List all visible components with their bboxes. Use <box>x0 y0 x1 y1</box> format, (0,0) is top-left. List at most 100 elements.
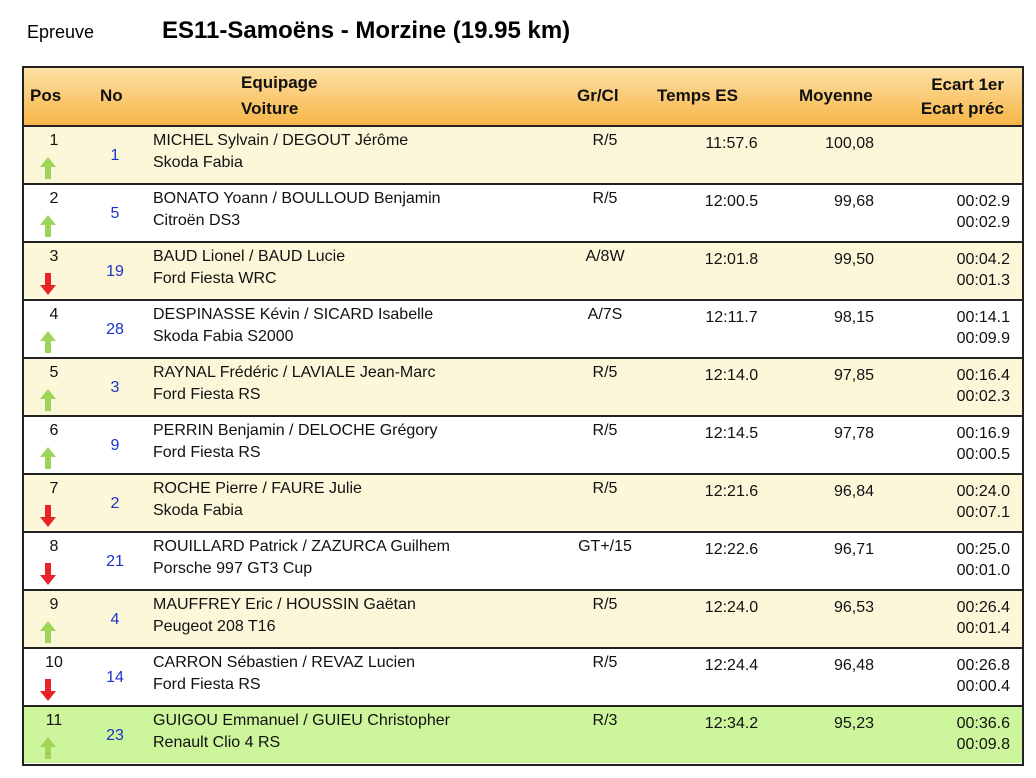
class: R/5 <box>592 654 618 671</box>
class: R/5 <box>592 596 618 613</box>
gap-prev: 00:02.3 <box>956 388 1010 405</box>
avg: 96,48 <box>833 657 874 674</box>
gap-prev: 00:00.5 <box>956 446 1010 463</box>
car-no: 28 <box>106 321 124 338</box>
car-no: 5 <box>110 205 120 222</box>
car-no: 4 <box>110 611 120 628</box>
result-row: 11 23 GUIGOU Emmanuel / GUIEU Christopher R… <box>24 707 1022 763</box>
gap-first: 00:02.9 <box>956 193 1010 210</box>
car: Ford Fiesta RS <box>153 444 261 461</box>
crew: DESPINASSE Kévin / SICARD Isabelle <box>153 306 434 323</box>
arrow-down <box>40 273 56 295</box>
time: 12:24.0 <box>704 599 759 616</box>
gap-first: 00:26.4 <box>956 599 1010 616</box>
arrow-up <box>40 389 56 411</box>
result-row: 8 21 ROUILLARD Patrick / ZAZURCA Guilhem Po… <box>24 533 1022 591</box>
avg: 99,68 <box>833 193 874 210</box>
class: R/5 <box>592 132 618 149</box>
crew: RAYNAL Frédéric / LAVIALE Jean-Marc <box>153 364 436 381</box>
arrow-down <box>40 505 56 527</box>
gap-first: 00:04.2 <box>956 251 1010 268</box>
gap-first: 00:26.8 <box>956 657 1010 674</box>
avg: 96,71 <box>833 541 874 558</box>
avg: 99,50 <box>833 251 874 268</box>
time: 11:57.6 <box>705 135 758 152</box>
arrow-up <box>40 447 56 469</box>
car-no: 21 <box>106 553 124 570</box>
car-no: 1 <box>110 147 120 164</box>
crew: ROCHE Pierre / FAURE Julie <box>153 480 362 497</box>
time: 12:14.5 <box>704 425 759 442</box>
result-row: 3 19 BAUD Lionel / BAUD Lucie Ford Fiesta W… <box>24 243 1022 301</box>
car: Ford Fiesta WRC <box>153 270 277 287</box>
col-class: Gr/Cl <box>577 86 619 105</box>
gap-first: 00:25.0 <box>956 541 1010 558</box>
class: A/8W <box>585 248 625 265</box>
time: 12:01.8 <box>704 251 759 268</box>
arrow-up <box>40 737 56 759</box>
pos: 11 <box>45 712 63 729</box>
crew: MAUFFREY Eric / HOUSSIN Gaëtan <box>153 596 416 613</box>
gap-first: 00:24.0 <box>956 483 1010 500</box>
car-no: 3 <box>110 379 120 396</box>
time: 12:24.4 <box>704 657 759 674</box>
col-avg: Moyenne <box>799 86 873 105</box>
result-row: 4 28 DESPINASSE Kévin / SICARD Isabelle Sko… <box>24 301 1022 359</box>
time: 12:00.5 <box>704 193 759 210</box>
crew: BAUD Lionel / BAUD Lucie <box>153 248 346 265</box>
gap-prev: 00:00.4 <box>956 678 1010 695</box>
avg: 97,78 <box>833 425 874 442</box>
avg: 97,85 <box>833 367 874 384</box>
avg: 95,23 <box>833 715 874 732</box>
class: R/5 <box>592 364 618 381</box>
pos: 4 <box>49 306 59 323</box>
car: Skoda Fabia <box>153 502 243 519</box>
result-row: 7 2 ROCHE Pierre / FAURE Julie Skoda Fabia R… <box>24 475 1022 533</box>
gap-first: 00:16.9 <box>956 425 1010 442</box>
gap-prev: 00:01.3 <box>956 272 1010 289</box>
avg: 96,84 <box>833 483 874 500</box>
crew: GUIGOU Emmanuel / GUIEU Christopher <box>153 712 450 729</box>
avg: 98,15 <box>833 309 874 326</box>
gap-prev: 00:09.9 <box>956 330 1010 347</box>
class: R/5 <box>592 480 618 497</box>
pos: 5 <box>49 364 59 381</box>
pos: 8 <box>49 538 59 555</box>
car: Ford Fiesta RS <box>153 676 261 693</box>
crew: BONATO Yoann / BOULLOUD Benjamin <box>153 190 441 207</box>
result-row: 1 1 MICHEL Sylvain / DEGOUT Jérôme Skoda Fa… <box>24 127 1022 185</box>
avg: 96,53 <box>833 599 874 616</box>
col-gap-first: Ecart 1er <box>931 75 1004 94</box>
time: 12:14.0 <box>704 367 759 384</box>
car: Renault Clio 4 RS <box>153 734 281 751</box>
pos: 2 <box>49 190 59 207</box>
gap-prev: 00:01.0 <box>956 562 1010 579</box>
class: R/3 <box>592 712 618 729</box>
results-table: Pos No Equipage Voiture Gr/Cl Temps ES Moyenne… <box>22 66 1024 766</box>
arrow-up <box>40 157 56 179</box>
result-row: 9 4 MAUFFREY Eric / HOUSSIN Gaëtan Peugeot … <box>24 591 1022 649</box>
col-crew: Equipage <box>241 73 318 92</box>
crew: ROUILLARD Patrick / ZAZURCA Guilhem <box>153 538 450 555</box>
col-no: No <box>100 86 123 105</box>
epreuve-label: Epreuve <box>27 22 95 42</box>
gap-prev: 00:09.8 <box>956 736 1010 753</box>
time: 12:11.7 <box>705 309 758 326</box>
pos: 9 <box>49 596 59 613</box>
class: R/5 <box>592 422 618 439</box>
time: 12:22.6 <box>704 541 759 558</box>
pos: 10 <box>45 654 63 671</box>
pos: 3 <box>49 248 59 265</box>
car-no: 14 <box>106 669 124 686</box>
gap-prev: 00:01.4 <box>956 620 1010 637</box>
pos: 1 <box>49 132 59 149</box>
car: Porsche 997 GT3 Cup <box>153 560 313 577</box>
car-no: 23 <box>106 727 124 744</box>
crew: PERRIN Benjamin / DELOCHE Grégory <box>153 422 438 439</box>
car: Citroën DS3 <box>153 212 241 229</box>
class: A/7S <box>587 306 623 323</box>
car: Skoda Fabia S2000 <box>153 328 294 345</box>
result-row: 5 3 RAYNAL Frédéric / LAVIALE Jean-Marc For… <box>24 359 1022 417</box>
col-car: Voiture <box>241 99 299 118</box>
